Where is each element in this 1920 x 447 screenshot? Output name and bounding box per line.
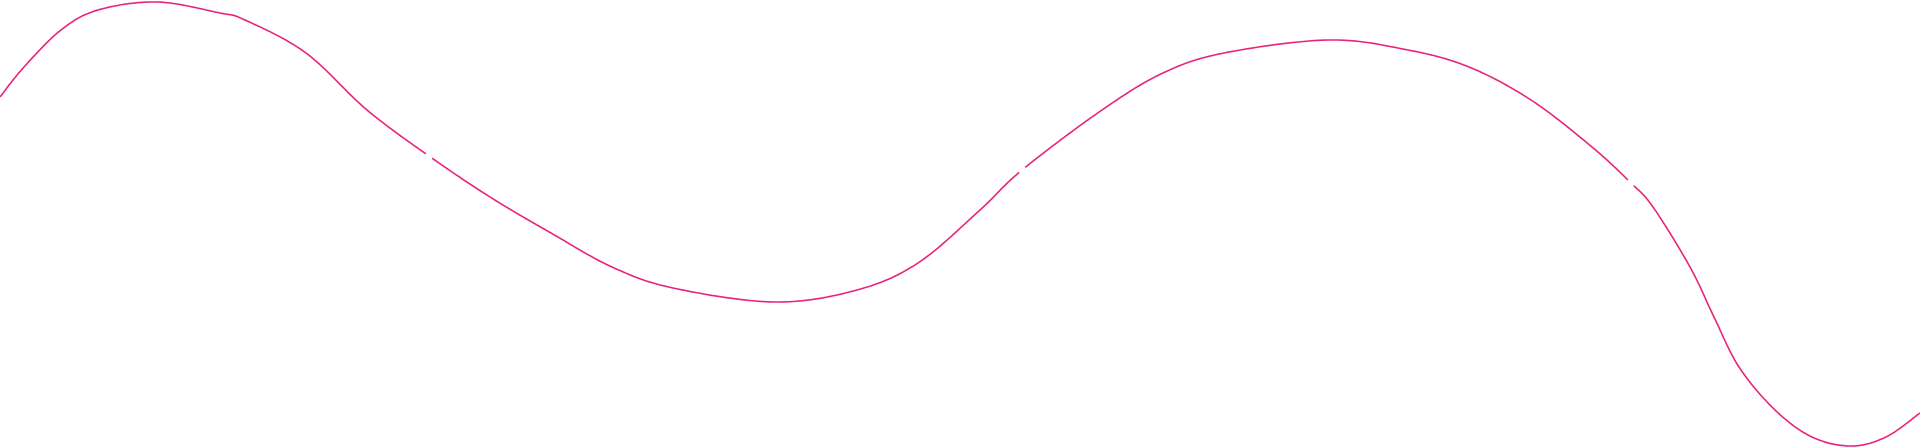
wave-segment-2 [431, 157, 1020, 303]
wave-segment-3 [1024, 39, 1629, 181]
wave-segment-1 [0, 1, 427, 155]
wave-segment-4 [1633, 185, 1920, 447]
